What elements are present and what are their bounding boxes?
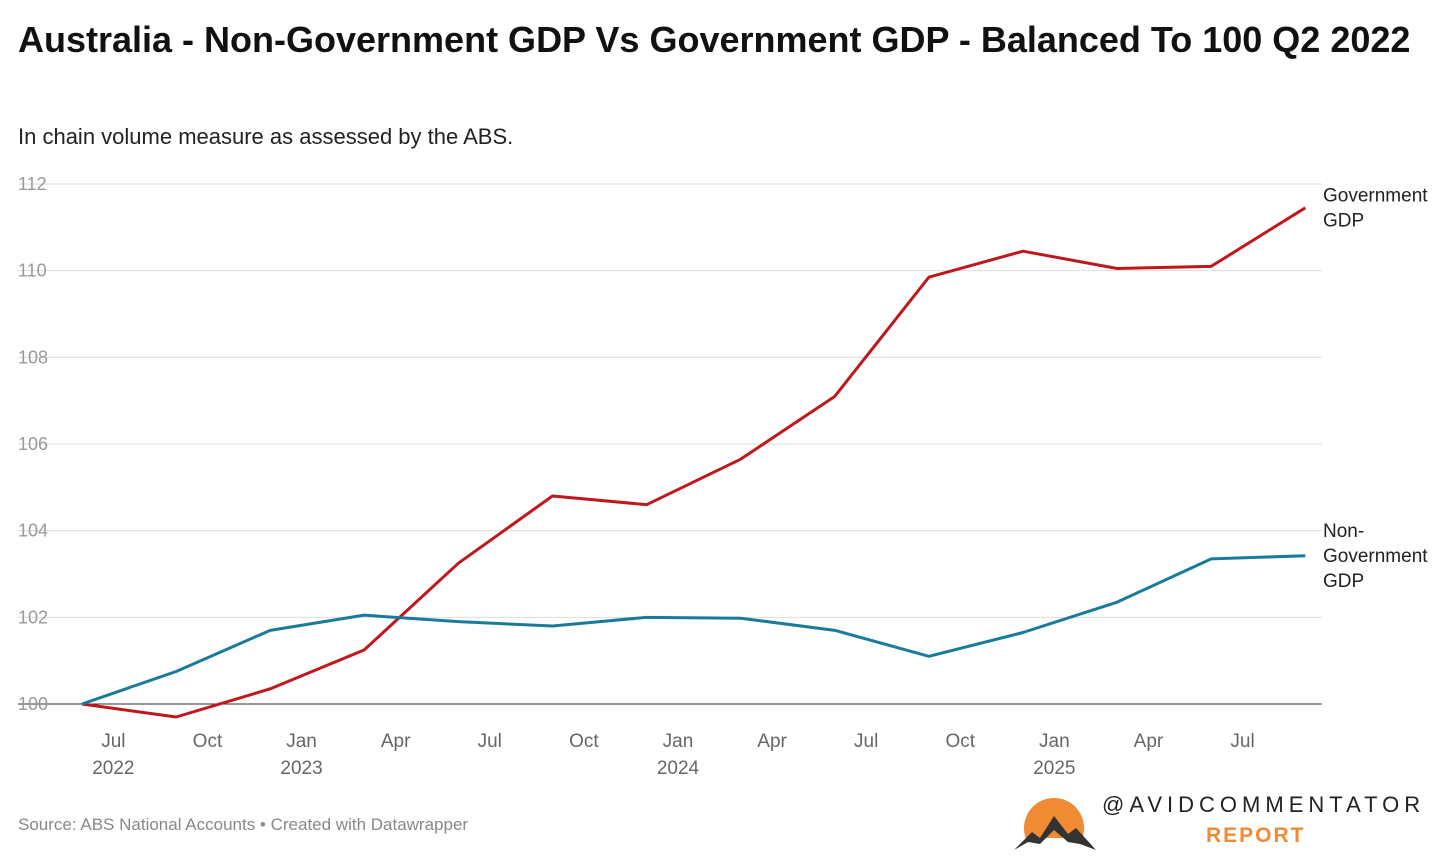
x-tick-year: 2025 [1033,758,1075,779]
brand-logo: @AVIDCOMMENTATOR REPORT [1010,790,1420,856]
series-label: GDP [1323,210,1364,231]
x-tick-year: 2023 [280,758,322,779]
x-tick-label: Oct [945,731,975,752]
x-tick-label: Apr [1134,731,1164,752]
x-tick-year: 2024 [657,758,700,779]
x-tick-label: Jul [1230,731,1254,752]
x-tick-label: Apr [381,731,411,752]
y-tick-label: 102 [18,607,48,627]
y-tick-label: 112 [18,174,47,194]
x-tick-label: Jan [663,731,694,752]
mountain-sun-icon [1010,798,1100,856]
chart-title: Australia - Non-Government GDP Vs Govern… [18,19,1411,60]
x-tick-label: Jan [1039,731,1070,752]
series-line-non-government [81,554,1306,706]
x-tick-label: Oct [569,731,599,752]
series-label: Government [1323,546,1428,567]
x-tick-label: Jul [478,731,502,752]
logo-handle: @AVIDCOMMENTATOR [1102,792,1426,817]
source-note: Source: ABS National Accounts • Created … [18,815,469,834]
x-tick-label: Jul [101,731,125,752]
logo-report: REPORT [1206,824,1306,847]
y-tick-label: 106 [18,434,48,454]
chart-subtitle: In chain volume measure as assessed by t… [18,124,514,149]
y-tick-label: 110 [18,261,47,281]
series-line-government [81,206,1307,719]
x-tick-label: Apr [757,731,787,752]
x-tick-label: Jan [286,731,317,752]
series-label: GDP [1323,571,1364,592]
x-tick-year: 2022 [92,758,134,779]
y-tick-label: 104 [18,521,48,541]
series-label: Non- [1323,521,1364,542]
x-tick-label: Oct [193,731,223,752]
y-tick-label: 100 [18,694,48,714]
x-tick-label: Jul [854,731,878,752]
series-label: Government [1323,185,1428,206]
y-tick-label: 108 [18,347,48,367]
